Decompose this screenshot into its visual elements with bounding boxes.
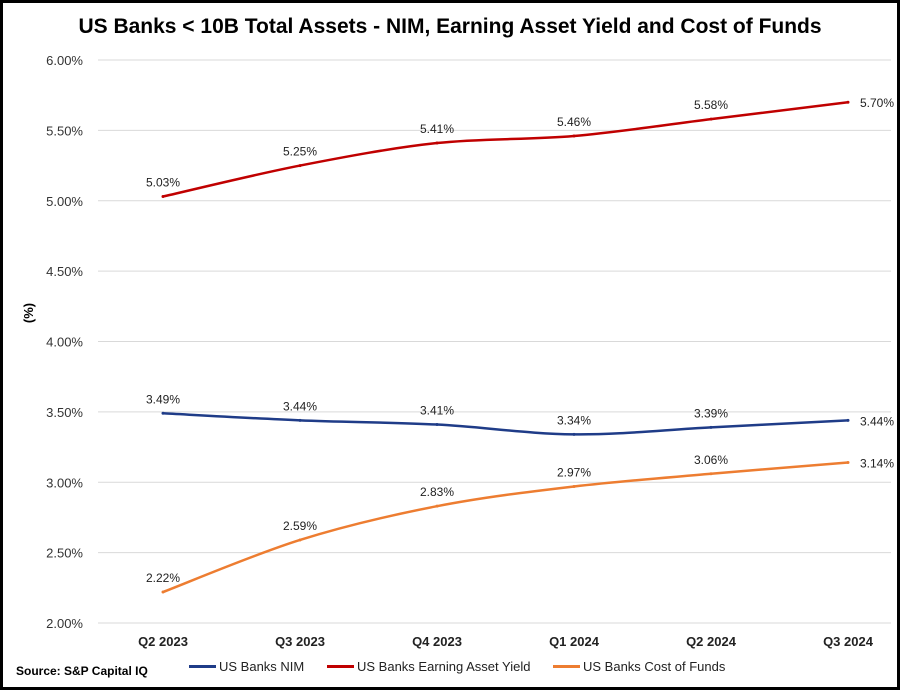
y-tick-label: 5.50% — [46, 123, 83, 138]
data-label: 5.25% — [283, 145, 317, 159]
data-point — [298, 418, 302, 422]
data-label: 5.03% — [146, 176, 180, 190]
data-label: 3.34% — [557, 413, 591, 427]
legend-item-cof: US Banks Cost of Funds — [553, 659, 725, 674]
series-line-1 — [162, 100, 849, 198]
legend-item-nim: US Banks NIM — [189, 659, 304, 674]
data-label: 2.59% — [283, 519, 317, 533]
legend-swatch — [327, 665, 354, 668]
series-line-0 — [162, 412, 849, 436]
data-label: 3.44% — [860, 414, 894, 428]
data-point — [709, 117, 713, 121]
data-label: 3.41% — [420, 404, 454, 418]
data-label: 2.83% — [420, 485, 454, 499]
y-tick-label: 3.00% — [46, 475, 83, 490]
data-point — [298, 538, 302, 542]
data-point — [572, 484, 576, 488]
data-point — [709, 472, 713, 476]
data-point — [435, 141, 439, 145]
series-line-2 — [162, 461, 849, 594]
data-point — [161, 590, 165, 594]
y-tick-label: 3.50% — [46, 405, 83, 420]
data-point — [572, 134, 576, 138]
source-note: Source: S&P Capital IQ — [16, 664, 148, 678]
legend-label: US Banks Cost of Funds — [583, 659, 726, 674]
data-point — [161, 195, 165, 199]
legend-label: US Banks Earning Asset Yield — [357, 659, 531, 674]
x-tick-label: Q2 2024 — [686, 634, 737, 649]
data-label: 3.14% — [860, 457, 894, 471]
data-point — [846, 418, 850, 422]
y-tick-label: 6.00% — [46, 53, 83, 68]
data-point — [846, 461, 850, 465]
data-label: 3.44% — [283, 399, 317, 413]
y-tick-label: 2.50% — [46, 546, 83, 561]
data-point — [435, 504, 439, 508]
data-point — [298, 164, 302, 168]
data-label: 3.06% — [694, 453, 728, 467]
y-axis-label: (%) — [21, 303, 36, 323]
chart-title: US Banks < 10B Total Assets - NIM, Earni… — [78, 15, 822, 38]
data-point — [846, 100, 850, 104]
data-label: 5.70% — [860, 96, 894, 110]
data-label: 5.41% — [420, 122, 454, 136]
data-label: 2.22% — [146, 571, 180, 585]
data-point — [572, 432, 576, 436]
y-tick-label: 5.00% — [46, 194, 83, 209]
data-point — [709, 425, 713, 429]
y-tick-label: 2.00% — [46, 616, 83, 631]
data-label: 5.58% — [694, 98, 728, 112]
legend-swatch — [189, 665, 216, 668]
data-label: 2.97% — [557, 465, 591, 479]
legend-swatch — [553, 665, 580, 668]
data-label: 5.46% — [557, 115, 591, 129]
y-tick-label: 4.00% — [46, 335, 83, 350]
x-tick-label: Q1 2024 — [549, 634, 600, 649]
x-tick-label: Q3 2024 — [823, 634, 874, 649]
legend-label: US Banks NIM — [219, 659, 305, 674]
line-chart: 2.00% 2.50% 3.00% 3.50% 4.00% 4.50% 5.00% 5.50%… — [21, 53, 894, 649]
data-point — [161, 411, 165, 415]
y-tick-label: 4.50% — [46, 264, 83, 279]
legend-item-eay: US Banks Earning Asset Yield — [327, 659, 530, 674]
x-tick-label: Q2 2023 — [138, 634, 188, 649]
data-label: 3.49% — [146, 392, 180, 406]
x-tick-label: Q4 2023 — [412, 634, 462, 649]
x-tick-label: Q3 2023 — [275, 634, 325, 649]
data-label: 3.39% — [694, 406, 728, 420]
data-point — [435, 423, 439, 427]
